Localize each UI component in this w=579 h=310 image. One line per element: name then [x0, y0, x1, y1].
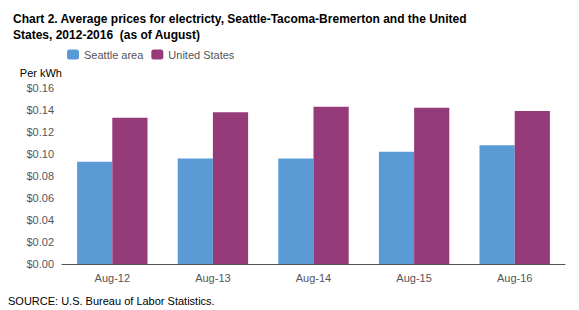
- svg-text:Aug-16: Aug-16: [497, 272, 532, 284]
- svg-text:$0.12: $0.12: [26, 126, 54, 138]
- svg-text:States, 2012-2016 (as of Augu: States, 2012-2016 (as of August): [13, 28, 200, 42]
- svg-text:$0.10: $0.10: [26, 148, 54, 160]
- svg-text:Aug-13: Aug-13: [195, 272, 230, 284]
- svg-text:Aug-15: Aug-15: [396, 272, 431, 284]
- svg-text:$0.00: $0.00: [26, 258, 54, 270]
- svg-text:$0.06: $0.06: [26, 192, 54, 204]
- svg-text:Per kWh: Per kWh: [20, 67, 62, 79]
- svg-text:Chart 2. Average prices for el: Chart 2. Average prices for electricty, …: [13, 12, 466, 26]
- svg-text:$0.02: $0.02: [26, 236, 54, 248]
- svg-text:$0.04: $0.04: [26, 214, 54, 226]
- svg-text:Aug-12: Aug-12: [95, 272, 130, 284]
- svg-text:Seattle area: Seattle area: [84, 49, 144, 61]
- svg-text:$0.14: $0.14: [26, 104, 54, 116]
- svg-text:$0.08: $0.08: [26, 170, 54, 182]
- svg-text:SOURCE: U.S. Bureau of Labor S: SOURCE: U.S. Bureau of Labor Statistics.: [8, 295, 215, 307]
- svg-text:Aug-14: Aug-14: [296, 272, 331, 284]
- svg-text:United States: United States: [168, 49, 235, 61]
- svg-text:$0.16: $0.16: [26, 82, 54, 94]
